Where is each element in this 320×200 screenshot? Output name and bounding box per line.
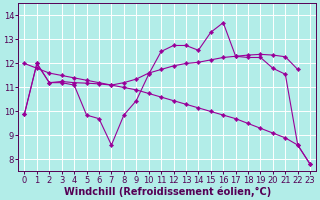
X-axis label: Windchill (Refroidissement éolien,°C): Windchill (Refroidissement éolien,°C) <box>64 186 271 197</box>
